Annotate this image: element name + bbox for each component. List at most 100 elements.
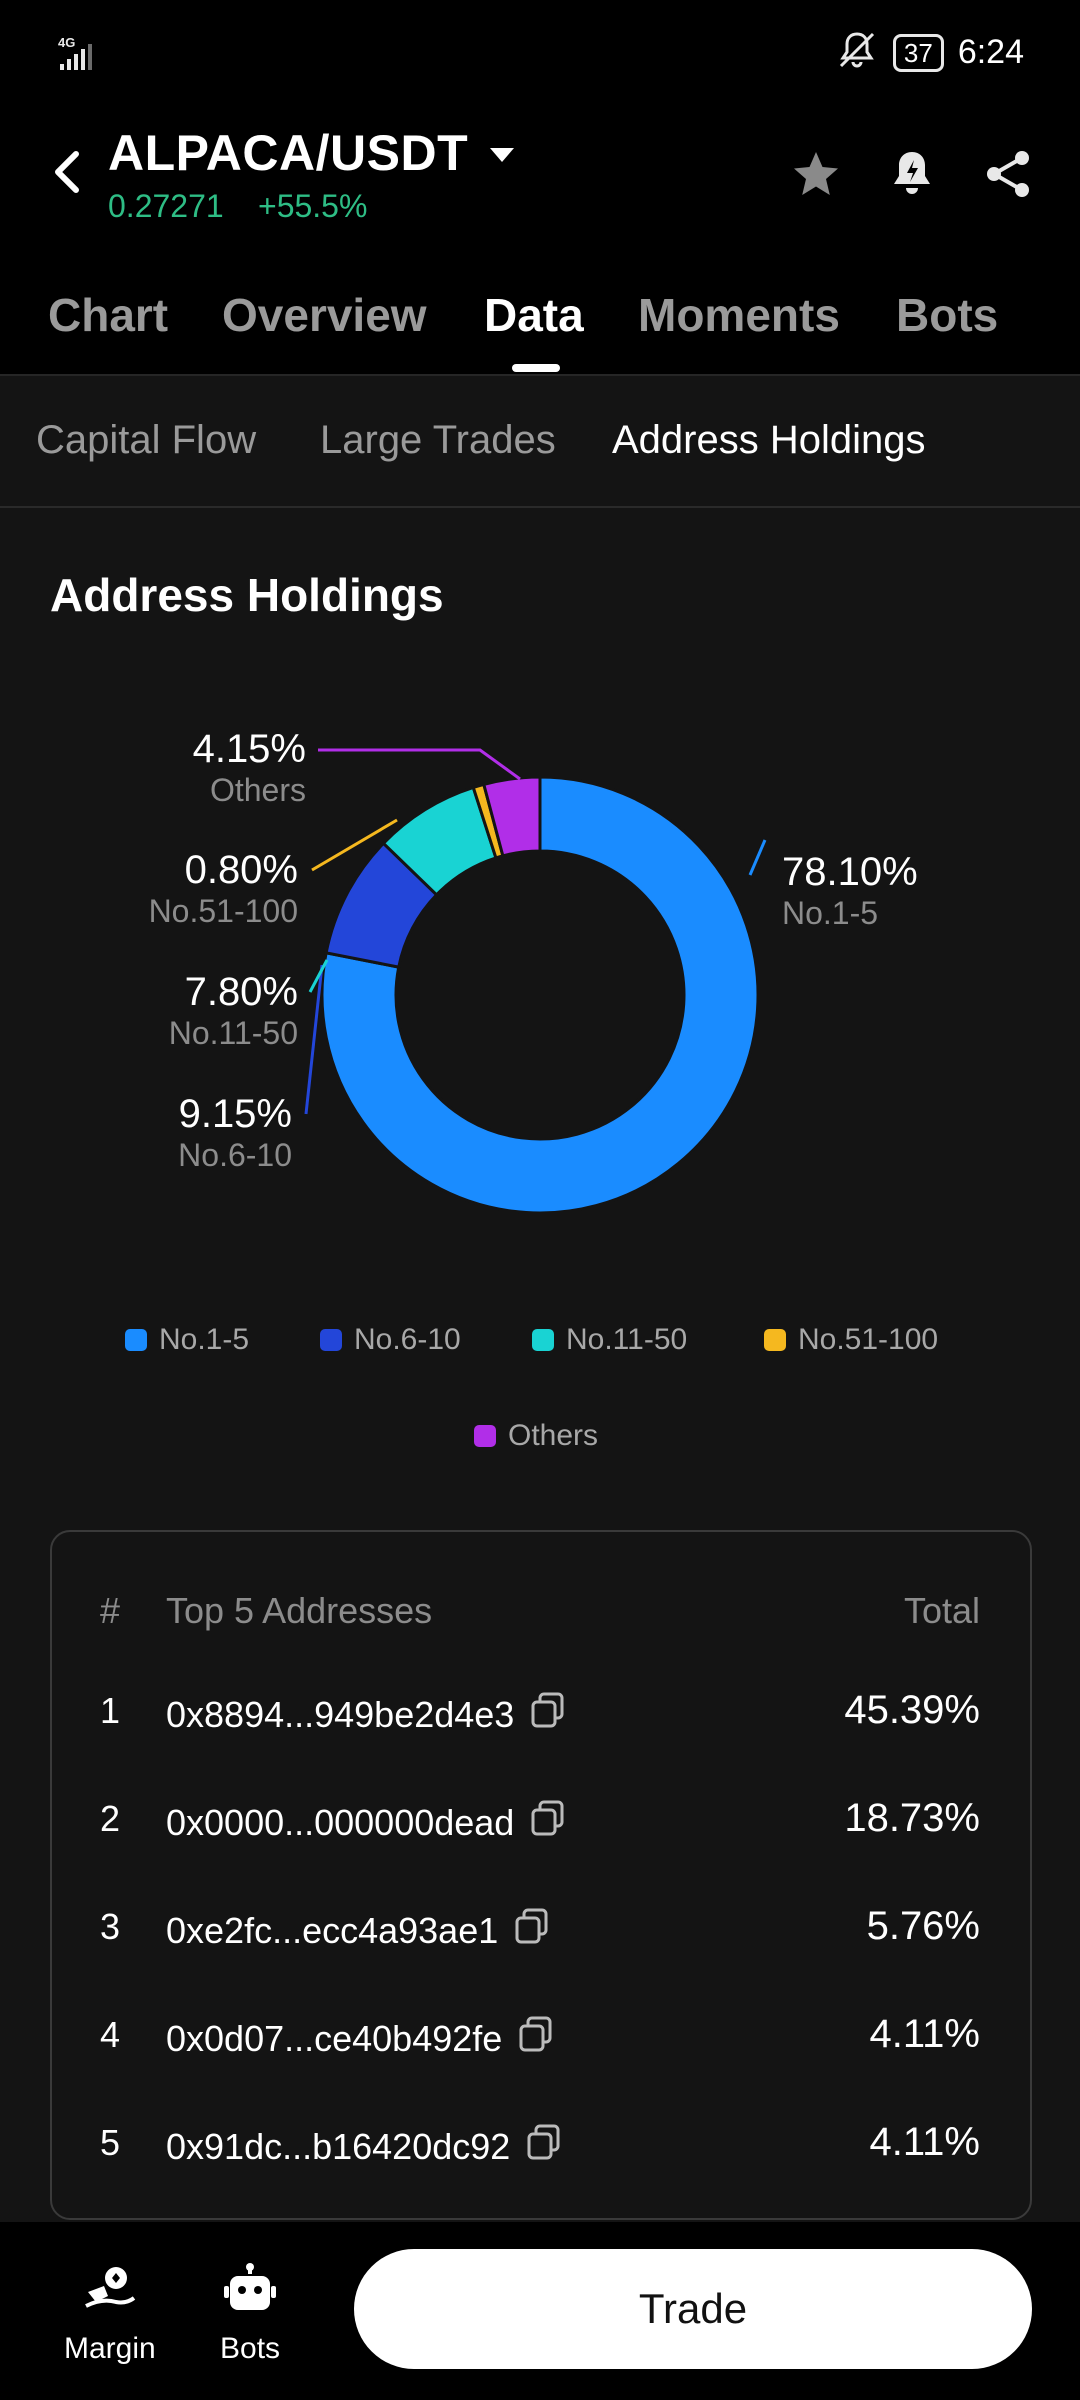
status-right: 37 6:24 [835, 28, 1024, 77]
last-price: 0.27271 [108, 188, 224, 224]
label-others: 4.15% Others [120, 727, 306, 809]
leader-no11-50 [308, 959, 329, 993]
label-no11-50-name: No.11-50 [168, 1015, 298, 1051]
alert-bell-icon[interactable] [884, 146, 940, 202]
tab-divider [0, 374, 1080, 376]
slice-others [481, 775, 542, 858]
nav-bots-label: Bots [220, 2332, 281, 2365]
row-rank: 4 [100, 2014, 121, 2055]
label-no51-100-value: 0.80% [184, 848, 298, 892]
label-no6-10-value: 9.15% [178, 1092, 292, 1136]
leader-no51-100 [311, 818, 398, 872]
legend-label: No.11-50 [566, 1323, 688, 1356]
legend-no1-5: No.1-5 [125, 1323, 249, 1357]
tab-chart[interactable]: Chart [48, 289, 169, 341]
row-total: 5.76% [866, 1904, 980, 1948]
copy-icon[interactable] [512, 1906, 552, 1955]
tab-bots[interactable]: Bots [896, 289, 999, 341]
row-address: 0xe2fc...ecc4a93ae1 [166, 1906, 552, 1955]
legend-swatch [764, 1329, 786, 1351]
row-address: 0x91dc...b16420dc92 [166, 2122, 564, 2171]
star-icon[interactable] [788, 146, 844, 202]
legend-no51-100: No.51-100 [764, 1323, 938, 1357]
slice-no1-5 [320, 775, 760, 1215]
section-title: Address Holdings [50, 569, 444, 621]
legend-label: No.1-5 [159, 1323, 250, 1356]
label-no1-5: 78.10% No.1-5 [782, 850, 982, 932]
label-others-value: 4.15% [192, 727, 306, 771]
subtab-capital-flow[interactable]: Capital Flow [36, 418, 257, 462]
leader-others [318, 748, 521, 781]
legend-swatch [532, 1329, 554, 1351]
subtab-address-holdings[interactable]: Address Holdings [612, 418, 926, 462]
subtab-divider [0, 506, 1080, 508]
copy-icon[interactable] [528, 1798, 568, 1847]
dropdown-caret-icon[interactable] [488, 146, 516, 171]
leader-no6-10 [304, 964, 324, 1115]
copy-icon[interactable] [528, 1690, 568, 1739]
share-icon[interactable] [980, 146, 1036, 202]
column-header-rank: # [100, 1590, 121, 1631]
address-text: 0x8894...949be2d4e3 [166, 1693, 515, 1735]
label-no6-10-name: No.6-10 [178, 1137, 292, 1173]
row-rank: 1 [100, 1690, 121, 1731]
legend-label: Others [508, 1419, 599, 1452]
address-text: 0x0000...000000dead [166, 1801, 515, 1843]
label-no11-50: 7.80% No.11-50 [100, 970, 298, 1052]
active-tab-indicator [512, 364, 560, 372]
copy-icon[interactable] [516, 2014, 556, 2063]
legend-swatch [320, 1329, 342, 1351]
row-total: 18.73% [844, 1796, 980, 1840]
tab-moments[interactable]: Moments [638, 289, 840, 341]
row-total: 4.11% [869, 2120, 980, 2164]
address-text: 0x91dc...b16420dc92 [166, 2125, 511, 2167]
address-text: 0x0d07...ce40b492fe [166, 2017, 503, 2059]
row-address: 0x8894...949be2d4e3 [166, 1690, 568, 1739]
bell-muted-icon [835, 28, 879, 77]
trading-pair-title[interactable]: ALPACA/USDT [108, 125, 469, 181]
nav-margin[interactable]: Margin [64, 2262, 156, 2366]
label-no51-100: 0.80% No.51-100 [100, 848, 298, 930]
tab-overview[interactable]: Overview [222, 289, 427, 341]
legend-no6-10: No.6-10 [320, 1323, 461, 1357]
column-header-total: Total [903, 1590, 980, 1631]
top-addresses-card [50, 1530, 1032, 2220]
column-header-address: Top 5 Addresses [166, 1590, 433, 1631]
row-total: 45.39% [844, 1688, 980, 1732]
address-text: 0xe2fc...ecc4a93ae1 [166, 1909, 499, 1951]
label-others-name: Others [209, 772, 306, 808]
tab-data[interactable]: Data [484, 289, 584, 341]
signal-icon: 4G [56, 34, 106, 79]
label-no11-50-value: 7.80% [184, 970, 298, 1014]
status-bar [0, 0, 1080, 100]
legend-swatch [474, 1425, 496, 1447]
margin-icon [82, 2262, 138, 2326]
legend-label: No.6-10 [354, 1323, 461, 1356]
legend-others: Others [474, 1419, 598, 1453]
bot-icon [222, 2262, 278, 2326]
row-total: 4.11% [869, 2012, 980, 2056]
row-rank: 3 [100, 1906, 121, 1947]
label-no6-10: 9.15% No.6-10 [100, 1092, 292, 1174]
main-tab-bar [0, 275, 1080, 375]
legend-no11-50: No.11-50 [532, 1323, 687, 1357]
battery-indicator: 37 [892, 33, 944, 72]
row-rank: 5 [100, 2122, 121, 2163]
subtab-large-trades[interactable]: Large Trades [320, 418, 556, 462]
legend-label: No.51-100 [798, 1323, 939, 1356]
leader-no1-5 [748, 839, 767, 876]
nav-bots[interactable]: Bots [220, 2262, 280, 2366]
label-no51-100-name: No.51-100 [148, 893, 298, 929]
copy-icon[interactable] [524, 2122, 564, 2171]
back-arrow-icon[interactable] [50, 150, 82, 199]
label-no1-5-value: 78.10% [782, 850, 918, 894]
trade-button[interactable]: Trade [354, 2249, 1032, 2369]
legend-swatch [125, 1329, 147, 1351]
row-address: 0x0000...000000dead [166, 1798, 568, 1847]
nav-margin-label: Margin [64, 2332, 156, 2365]
price-change: +55.5% [258, 188, 368, 224]
label-no1-5-name: No.1-5 [782, 895, 879, 931]
network-type-label: 4G [58, 35, 75, 50]
holdings-donut-chart [304, 748, 767, 1215]
row-rank: 2 [100, 1798, 121, 1839]
